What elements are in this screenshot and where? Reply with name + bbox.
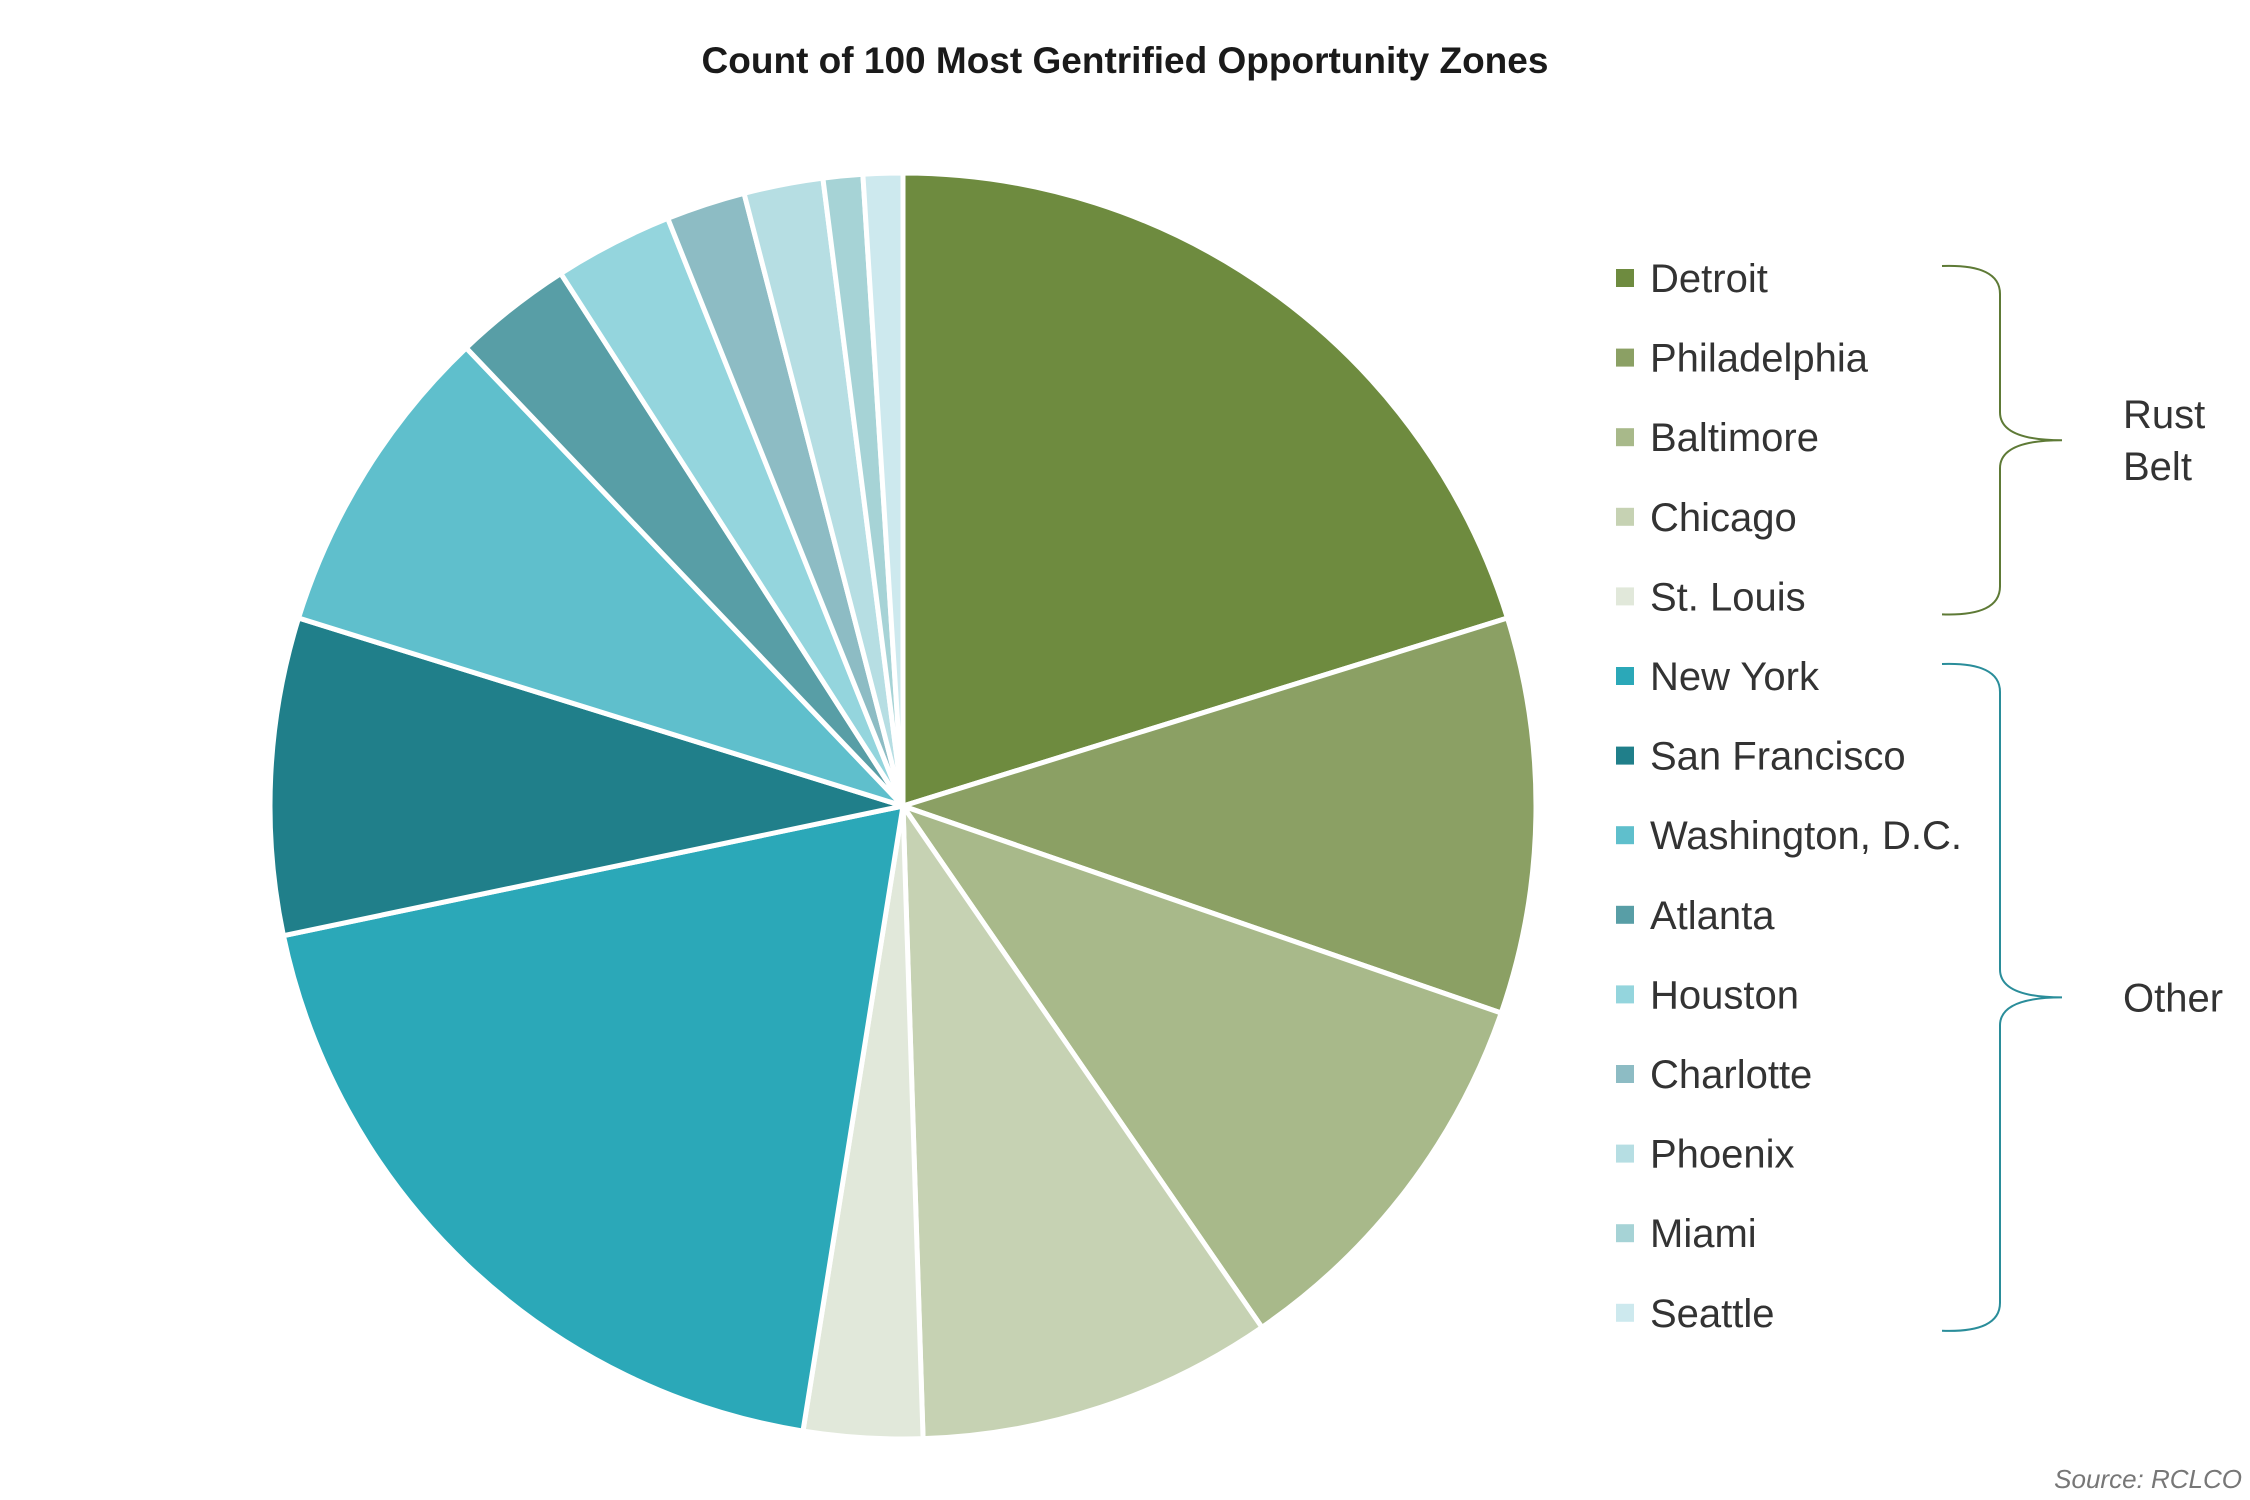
legend-swatch — [1616, 587, 1634, 606]
legend-item-san-francisco: San Francisco — [1616, 735, 1906, 779]
legend-swatch — [1616, 905, 1634, 924]
legend-swatch — [1616, 1303, 1634, 1322]
legend-item-houston: Houston — [1616, 973, 1799, 1017]
legend-swatch — [1616, 746, 1634, 765]
legend-swatch — [1616, 428, 1634, 447]
legend-label: Charlotte — [1650, 1053, 1812, 1097]
legend-label: Houston — [1650, 973, 1799, 1017]
legend-label: Atlanta — [1650, 894, 1775, 938]
legend-swatch — [1616, 1065, 1634, 1083]
legend-item-charlotte: Charlotte — [1616, 1053, 1812, 1097]
legend-item-st-louis: St. Louis — [1616, 575, 1806, 619]
group-bracket — [1941, 662, 2063, 1332]
group-bracket — [1941, 264, 2063, 616]
legend-item-baltimore: Baltimore — [1616, 416, 1819, 460]
legend-swatch — [1616, 269, 1634, 287]
legend-label: Miami — [1650, 1212, 1757, 1256]
legend-item-new-york: New York — [1616, 655, 1820, 699]
legend-label: San Francisco — [1650, 735, 1906, 779]
pie-slice-seattle — [860, 170, 906, 809]
legend-swatch — [1616, 1224, 1634, 1243]
legend-label: Philadelphia — [1650, 337, 1869, 381]
pie-slice-detroit — [900, 170, 1510, 809]
legend-item-philadelphia: Philadelphia — [1616, 337, 1869, 381]
legend-label: St. Louis — [1650, 575, 1806, 619]
legend: Detroit Philadelphia Baltimore Chicago St. L… — [1616, 257, 1962, 1336]
legend-label: New York — [1650, 655, 1820, 699]
legend-swatch — [1616, 1144, 1634, 1163]
group-label: Other — [2123, 976, 2223, 1020]
group-label: Belt — [2123, 445, 2192, 489]
group-label: Rust — [2123, 393, 2205, 437]
source-note: Source: RCLCO — [2054, 1464, 2242, 1494]
legend-label: Baltimore — [1650, 416, 1819, 460]
pie-slice-san-francisco — [267, 615, 906, 939]
legend-swatch — [1616, 985, 1634, 1004]
legend-label: Washington, D.C. — [1650, 814, 1962, 858]
pie-slice-new-york — [280, 803, 906, 1434]
pie-slice-philadelphia — [900, 615, 1539, 1016]
legend-item-chicago: Chicago — [1616, 496, 1797, 540]
legend-swatch — [1616, 507, 1634, 526]
pie-slices — [267, 170, 1539, 1442]
legend-item-atlanta: Atlanta — [1616, 894, 1775, 938]
legend-swatch — [1616, 826, 1634, 845]
legend-label: Phoenix — [1650, 1133, 1795, 1177]
legend-item-seattle: Seattle — [1616, 1292, 1775, 1336]
legend-swatch — [1616, 667, 1634, 685]
legend-label: Detroit — [1650, 257, 1768, 301]
pie-slice-baltimore — [900, 803, 1504, 1330]
legend-label: Chicago — [1650, 496, 1797, 540]
legend-label: Seattle — [1650, 1292, 1775, 1336]
legend-item-detroit: Detroit — [1616, 257, 1768, 301]
legend-group-brackets: Rust Belt Other — [1941, 264, 2223, 1332]
chart-title: Count of 100 Most Gentrified Opportunity… — [702, 40, 1549, 81]
legend-item-washington-d-c: Washington, D.C. — [1616, 814, 1962, 858]
legend-item-phoenix: Phoenix — [1616, 1133, 1795, 1177]
legend-swatch — [1616, 348, 1634, 367]
legend-item-miami: Miami — [1616, 1212, 1757, 1256]
pie-slice-chicago — [900, 803, 1265, 1442]
pie-slice-washington-d-c — [296, 345, 906, 809]
legend-group-rust-belt: Rust Belt — [1941, 264, 2205, 616]
legend-group-other: Other — [1941, 662, 2223, 1332]
